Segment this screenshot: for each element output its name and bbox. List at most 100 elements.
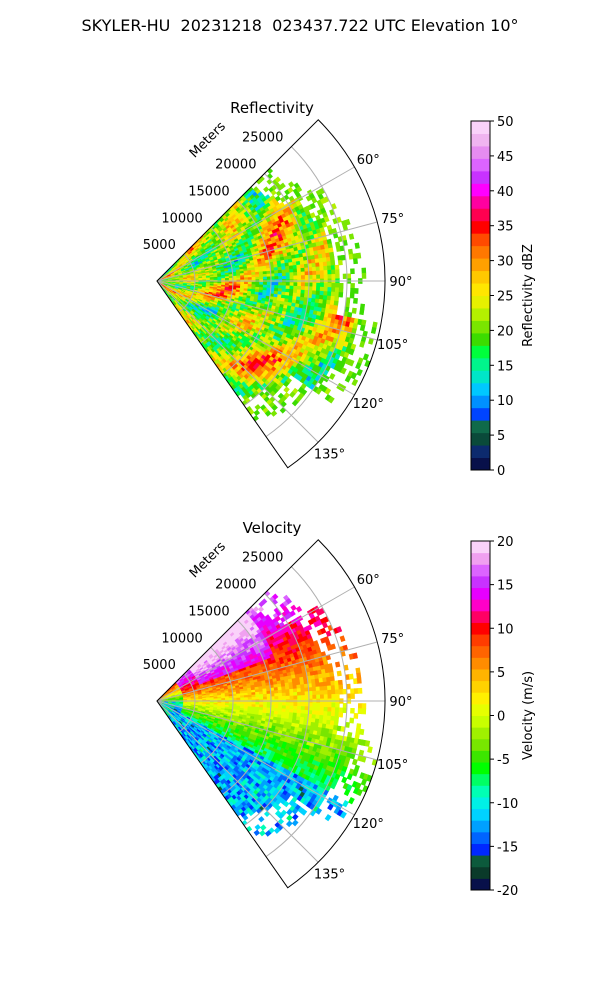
colorbar-tick-label: 20 — [497, 535, 514, 550]
colorbar: -20 -15 -10 -5 0 5 10 15 20 Velocity (m/s) — [470, 535, 536, 899]
colorbar-segment — [471, 307, 490, 321]
colorbar-segment — [471, 831, 490, 844]
colorbar-segment — [471, 552, 490, 565]
colorbar-segment — [471, 158, 490, 172]
colorbar: 0 5 10 15 20 25 30 35 40 45 50 Reflectivity dBZ — [470, 115, 536, 479]
colorbar-tick-label: 0 — [497, 710, 505, 725]
colorbar-segment — [471, 445, 490, 459]
colorbar-tick-label: -5 — [497, 753, 510, 768]
colorbar-segment — [471, 258, 490, 272]
theta-tick-label: 60° — [357, 573, 380, 588]
colorbar-tick-label: 10 — [497, 622, 514, 637]
colorbar-segment — [471, 703, 490, 716]
colorbar-segment — [471, 145, 490, 159]
colorbar-segment — [471, 233, 490, 247]
colorbar-segment — [471, 866, 490, 879]
colorbar-segment — [471, 564, 490, 577]
colorbar-segment — [471, 245, 490, 259]
sector-outline — [156, 539, 386, 889]
theta-tick-label: 90° — [389, 275, 412, 290]
colorbar-tick-label: 40 — [497, 185, 514, 200]
figure-title: SKYLER-HU 20231218 023437.722 UTC Elevat… — [81, 16, 519, 35]
colorbar-segment — [471, 270, 490, 284]
colorbar-segment — [471, 668, 490, 682]
panel-title: Velocity — [243, 519, 302, 537]
theta-tick-label: 75° — [381, 212, 404, 227]
colorbar-tick-label: -15 — [497, 840, 518, 855]
colorbar-segment — [471, 680, 490, 693]
theta-tick-label: 60° — [357, 153, 380, 168]
radial-tick-label: 25000 — [242, 131, 283, 146]
colorbar-tick-label: -20 — [497, 884, 518, 899]
colorbar-segment — [471, 208, 490, 222]
colorbar-segment — [471, 587, 490, 600]
radial-tick-label: 25000 — [242, 551, 283, 566]
colorbar-tick-label: 0 — [497, 464, 505, 479]
colorbar-segment — [471, 657, 490, 670]
colorbar-tick-label: 30 — [497, 255, 514, 270]
colorbar-segment — [471, 432, 490, 446]
colorbar-label: Reflectivity dBZ — [521, 244, 536, 347]
colorbar-tick-label: 5 — [497, 666, 505, 681]
polar-grid — [156, 146, 385, 443]
radial-tick-label: 15000 — [188, 184, 229, 199]
colorbar-segment — [471, 170, 490, 184]
colorbar-segment — [471, 370, 490, 384]
colorbar-segment — [471, 575, 490, 589]
colorbar-segment — [471, 820, 490, 833]
colorbar-tick-label: 5 — [497, 429, 505, 444]
colorbar-tick-label: 45 — [497, 150, 514, 165]
theta-tick-label: 120° — [353, 397, 384, 412]
radar-data-field — [156, 590, 378, 837]
colorbar-segment — [471, 843, 490, 856]
panel-reflectivity: Reflectivity 5000 10000 15000 20000 25000 Mete… — [143, 99, 536, 479]
colorbar-tick-label: -10 — [497, 797, 518, 812]
colorbar-segment — [471, 345, 490, 359]
radial-tick-label: 20000 — [215, 158, 256, 173]
radial-axis-label: Meters — [187, 539, 229, 581]
colorbar-segment — [471, 220, 490, 234]
colorbar-segment — [471, 599, 490, 612]
polar-grid — [156, 566, 385, 863]
colorbar-segment — [471, 283, 490, 296]
colorbar-segment — [471, 133, 490, 147]
colorbar-segment — [471, 796, 490, 810]
radial-tick-label: 5000 — [143, 658, 176, 673]
colorbar-segment — [471, 634, 490, 647]
colorbar-segment — [471, 295, 490, 309]
radial-tick-label: 20000 — [215, 578, 256, 593]
colorbar-segment — [471, 320, 490, 334]
colorbar-segment — [471, 407, 490, 421]
colorbar-label: Velocity (m/s) — [521, 671, 536, 760]
radial-tick-label: 15000 — [188, 604, 229, 619]
colorbar-segment — [471, 357, 490, 371]
panel-velocity: Velocity 5000 10000 15000 20000 25000 Meters 60… — [143, 519, 536, 899]
colorbar-segment — [471, 382, 490, 396]
sector-outline — [156, 119, 386, 469]
colorbar-segment — [471, 750, 490, 763]
colorbar-segment — [471, 808, 490, 821]
theta-tick-label: 75° — [381, 632, 404, 647]
colorbar-tick-label: 25 — [497, 290, 514, 305]
colorbar-segment — [471, 645, 490, 658]
theta-tick-label: 135° — [314, 868, 345, 883]
colorbar-segment — [471, 420, 490, 434]
colorbar-segment — [471, 785, 490, 798]
colorbar-segment — [471, 738, 490, 751]
radial-axis-label: Meters — [187, 119, 229, 161]
colorbar-tick-label: 15 — [497, 579, 514, 594]
colorbar-segment — [471, 692, 490, 705]
colorbar-segment — [471, 332, 490, 346]
colorbar-tick-label: 50 — [497, 115, 514, 130]
colorbar-segment — [471, 773, 490, 786]
colorbar-segment — [471, 395, 490, 409]
panel-title: Reflectivity — [230, 99, 314, 117]
colorbar-segment — [471, 541, 490, 554]
colorbar-tick-label: 15 — [497, 359, 514, 374]
theta-tick-label: 105° — [377, 338, 408, 353]
colorbar-segment — [471, 727, 490, 740]
colorbar-tick-label: 20 — [497, 324, 514, 339]
colorbar-segment — [471, 121, 490, 134]
colorbar-segment — [471, 610, 490, 623]
colorbar-segment — [471, 715, 490, 728]
